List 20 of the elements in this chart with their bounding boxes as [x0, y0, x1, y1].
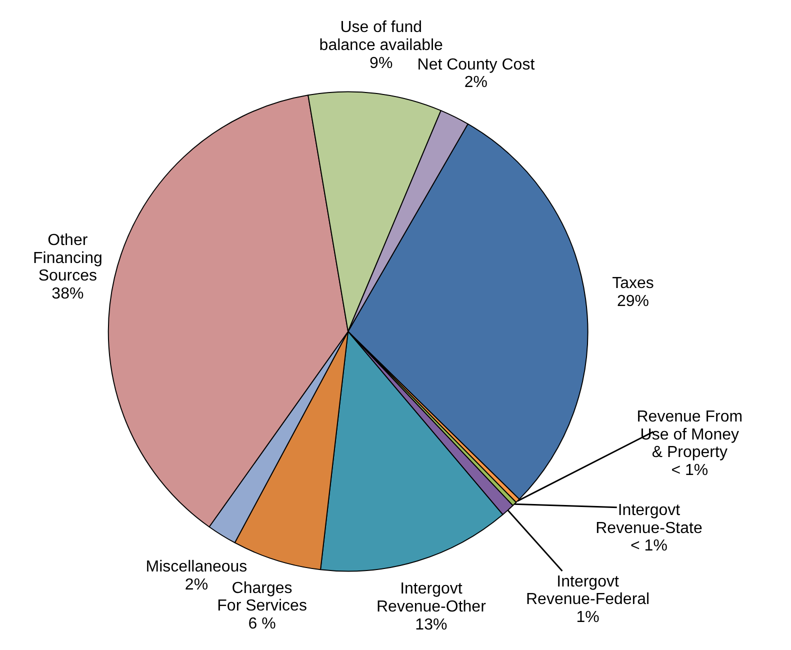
data-label: 2%	[464, 74, 488, 92]
data-label: < 1%	[630, 538, 668, 555]
slice-label: Taxes	[612, 275, 654, 292]
slice-label: Intergovt Revenue-Other	[376, 580, 487, 616]
slice-label: Revenue From Use of Money & Property	[636, 408, 743, 462]
slice-label: Miscellaneous	[146, 558, 248, 576]
slice-label: Net County Cost	[417, 56, 536, 74]
data-label: 6 %	[248, 616, 276, 632]
data-label: 9%	[370, 54, 393, 72]
data-label: 1%	[576, 608, 600, 626]
slice-label: Use of fund balance available	[319, 19, 444, 54]
slice-label: Intergovt Revenue-State	[596, 502, 702, 537]
slice-label: Charges For Services	[217, 580, 307, 615]
data-label: 29%	[617, 292, 650, 310]
data-label: 38%	[52, 286, 84, 303]
data-label: < 1%	[671, 462, 708, 480]
data-label: 2%	[184, 576, 208, 594]
slice-label: Other Financing Sources	[32, 232, 102, 285]
data-label: 13%	[415, 616, 448, 634]
slice-label: Intergovt Revenue-Federal	[526, 573, 650, 608]
